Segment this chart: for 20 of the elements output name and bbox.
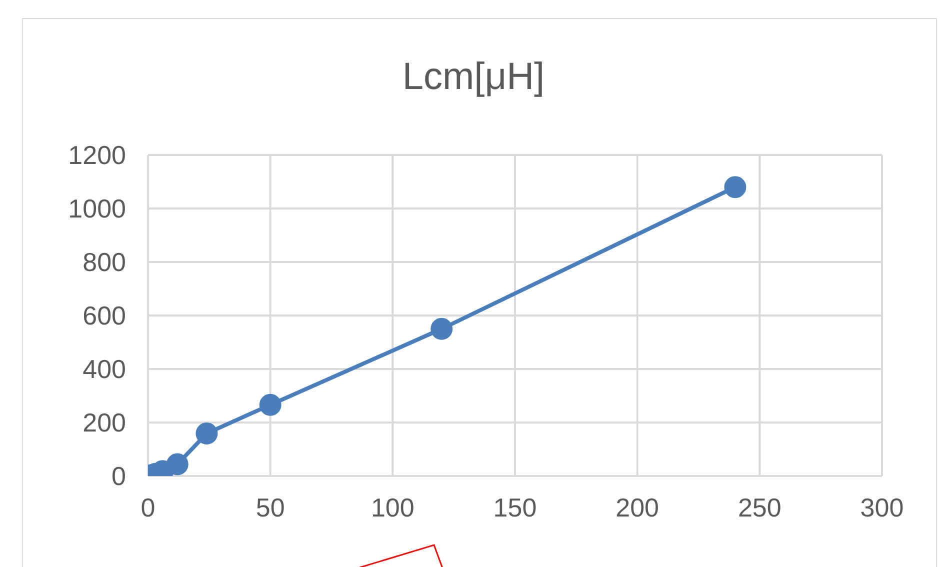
- x-tick-label: 200: [616, 492, 660, 522]
- y-tick-label: 600: [82, 300, 126, 331]
- y-tick-label: 1200: [68, 140, 126, 170]
- x-tick-label: 50: [256, 492, 285, 522]
- x-tick-label: 300: [860, 492, 904, 522]
- x-tick-label: 0: [140, 492, 156, 522]
- point: [724, 176, 746, 198]
- point: [430, 318, 453, 340]
- y-tick-label: 200: [82, 408, 126, 438]
- y-tick-label: 400: [82, 354, 126, 384]
- x-tick-label: 150: [493, 492, 537, 522]
- x-tick-label: 100: [370, 492, 414, 522]
- chart-title: Lcm[μH]: [401, 56, 546, 99]
- y-tick-label: 1000: [68, 194, 126, 224]
- point: [196, 422, 218, 444]
- y-tick-label: 800: [82, 247, 126, 278]
- point: [166, 453, 188, 476]
- y-tick-label: 0: [112, 461, 126, 492]
- point: [259, 394, 282, 416]
- x-tick-label: 250: [738, 492, 782, 522]
